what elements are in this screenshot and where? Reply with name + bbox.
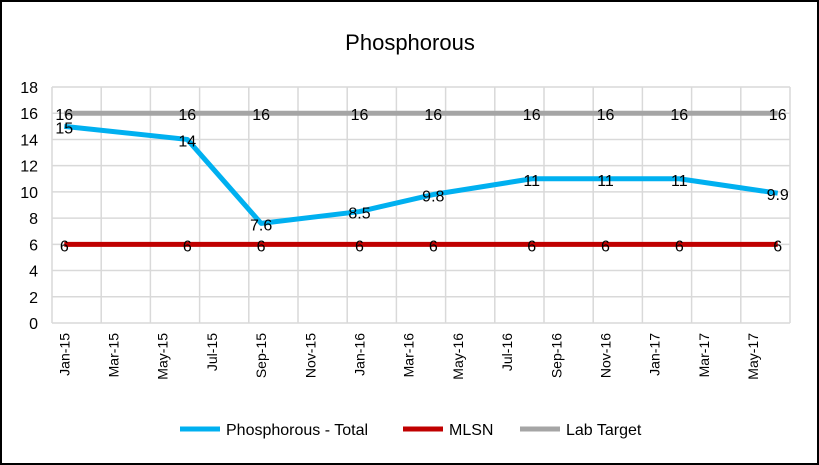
data-label: 16 [670, 107, 688, 124]
y-tick-label: 14 [20, 132, 38, 149]
y-tick-label: 0 [29, 316, 38, 333]
data-label: 16 [769, 107, 787, 124]
data-label: 16 [424, 107, 442, 124]
data-label: 11 [597, 173, 614, 190]
data-label: 6 [601, 238, 610, 255]
data-label: 16 [178, 107, 196, 124]
x-tick-label: Nov-16 [598, 333, 614, 378]
data-label: 6 [60, 238, 69, 255]
data-label: 6 [773, 238, 782, 255]
x-tick-label: Mar-15 [106, 333, 122, 378]
data-label: 8.5 [348, 206, 370, 223]
data-label: 6 [183, 238, 192, 255]
data-label: 16 [597, 107, 615, 124]
data-label: 16 [252, 107, 270, 124]
y-tick-label: 6 [29, 237, 38, 254]
data-label: 11 [523, 173, 540, 190]
legend-label: MLSN [449, 422, 493, 439]
y-tick-label: 12 [20, 159, 38, 176]
x-tick-label: Nov-15 [302, 333, 318, 378]
x-tick-label: Mar-16 [401, 333, 417, 378]
y-tick-label: 18 [20, 80, 38, 97]
data-label: 16 [55, 107, 73, 124]
y-tick-label: 2 [29, 290, 38, 307]
data-label: 14 [178, 133, 196, 150]
x-tick-label: May-17 [745, 333, 761, 380]
data-label: 6 [675, 238, 684, 255]
x-tick-label: Jan-15 [56, 333, 72, 376]
data-label: 15 [55, 120, 73, 137]
data-label: 6 [527, 238, 536, 255]
data-label: 11 [671, 173, 688, 190]
data-label: 7.6 [250, 217, 272, 234]
data-label: 9.8 [422, 189, 444, 206]
x-tick-label: May-15 [155, 333, 171, 380]
y-tick-label: 4 [29, 264, 38, 281]
x-tick-label: Jan-17 [647, 333, 663, 376]
x-tick-label: Jan-16 [352, 333, 368, 376]
chart-title: Phosphorous [345, 30, 475, 55]
x-tick-label: May-16 [450, 333, 466, 380]
legend-label: Phosphorous - Total [226, 422, 368, 439]
y-tick-label: 8 [29, 211, 38, 228]
legend-label: Lab Target [566, 422, 642, 439]
y-tick-label: 16 [20, 106, 38, 123]
x-tick-label: Jul-16 [499, 333, 515, 371]
data-label: 16 [351, 107, 369, 124]
data-label: 6 [257, 238, 266, 255]
x-tick-label: Jul-15 [204, 333, 220, 371]
data-label: 16 [523, 107, 541, 124]
data-label: 6 [355, 238, 364, 255]
data-label: 9.9 [767, 187, 789, 204]
x-tick-label: Mar-17 [696, 333, 712, 378]
x-tick-label: Sep-15 [253, 333, 269, 378]
y-tick-label: 10 [20, 185, 38, 202]
data-label: 6 [429, 238, 438, 255]
series-line-phosphorous-total [64, 123, 779, 226]
x-tick-label: Sep-16 [548, 333, 564, 378]
